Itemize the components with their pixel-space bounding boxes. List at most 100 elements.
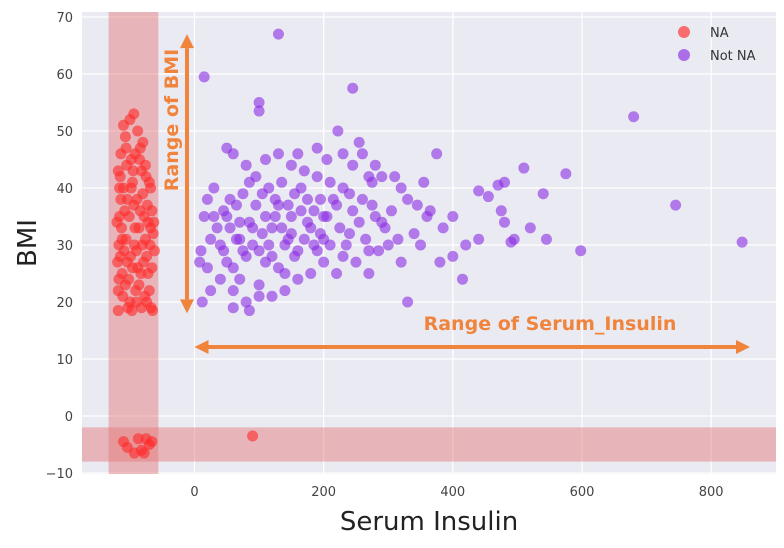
data-point — [350, 256, 362, 268]
data-point — [119, 131, 131, 143]
data-point — [292, 273, 304, 285]
data-point — [282, 199, 294, 211]
data-point — [129, 148, 141, 160]
data-point — [136, 239, 148, 251]
data-point — [247, 430, 259, 442]
data-point — [340, 239, 352, 251]
data-point — [114, 171, 126, 183]
data-point — [276, 222, 288, 234]
tick-labels: 0 200 400 600 800 −10 0 10 20 30 40 50 60 70 — [46, 11, 724, 500]
data-point — [224, 222, 236, 234]
data-point — [363, 245, 375, 257]
data-point — [343, 188, 355, 200]
data-point — [145, 222, 157, 234]
data-point — [114, 182, 126, 194]
data-point — [240, 296, 252, 308]
data-point — [376, 171, 388, 183]
data-point — [295, 182, 307, 194]
data-point — [495, 205, 507, 217]
data-point — [146, 436, 158, 448]
data-point — [112, 256, 124, 268]
data-point — [314, 193, 326, 205]
y-tick-label: −10 — [46, 467, 73, 482]
data-point — [318, 211, 330, 222]
data-point — [366, 176, 378, 188]
data-point — [240, 159, 252, 171]
data-point — [260, 211, 272, 222]
data-point — [311, 245, 323, 257]
data-point — [135, 268, 147, 279]
data-point — [431, 148, 443, 160]
data-point — [524, 222, 536, 234]
x-tick-label: 200 — [311, 485, 336, 500]
data-point — [208, 182, 220, 194]
data-point — [243, 305, 255, 317]
data-point — [402, 193, 414, 205]
insulin-range-label: Range of Serum_Insulin — [424, 313, 677, 335]
data-point — [111, 216, 123, 228]
insulin-range-arrow — [194, 340, 750, 354]
data-point — [347, 205, 359, 217]
data-point — [395, 182, 407, 194]
data-point — [195, 245, 207, 257]
data-point — [144, 239, 156, 251]
data-point — [305, 268, 317, 279]
data-point — [227, 148, 239, 160]
y-tick-label: 0 — [65, 410, 73, 425]
data-point — [347, 82, 359, 94]
data-point — [272, 199, 284, 211]
data-point — [121, 193, 133, 205]
series-not-na — [194, 28, 748, 317]
data-point — [334, 222, 346, 234]
data-point — [116, 233, 128, 245]
data-point — [498, 216, 510, 228]
data-point — [447, 250, 459, 262]
data-point — [736, 236, 748, 248]
data-point — [356, 193, 368, 205]
data-point — [247, 222, 259, 234]
data-point — [137, 256, 149, 268]
data-point — [147, 305, 159, 317]
data-point — [305, 222, 317, 234]
data-point — [134, 205, 146, 217]
data-point — [285, 159, 297, 171]
data-point — [208, 211, 220, 222]
data-points — [111, 28, 748, 459]
data-point — [214, 273, 226, 285]
data-point — [292, 245, 304, 257]
data-point — [505, 236, 517, 248]
data-point — [366, 199, 378, 211]
data-point — [424, 205, 436, 217]
data-point — [298, 233, 310, 245]
data-point — [276, 176, 288, 188]
data-point — [408, 228, 420, 240]
data-point — [198, 71, 210, 83]
data-point — [250, 199, 262, 211]
data-point — [311, 171, 323, 183]
data-point — [211, 222, 223, 234]
data-point — [331, 268, 343, 279]
legend: NA Not NA — [678, 26, 756, 64]
y-tick-label: 70 — [56, 11, 73, 26]
data-point — [227, 302, 239, 314]
data-point — [473, 233, 485, 245]
data-point — [112, 305, 124, 317]
data-point — [237, 188, 249, 200]
data-point — [125, 250, 137, 262]
data-point — [272, 148, 284, 160]
data-point — [540, 233, 552, 245]
data-point — [575, 245, 587, 257]
data-point — [253, 245, 265, 257]
data-point — [119, 279, 131, 291]
data-point — [120, 142, 132, 154]
data-point — [234, 273, 246, 285]
data-point — [137, 136, 149, 148]
data-point — [139, 159, 151, 171]
data-point — [132, 125, 144, 137]
data-point — [117, 290, 129, 302]
data-point — [321, 154, 333, 165]
data-point — [128, 239, 140, 251]
y-tick-label: 60 — [56, 68, 73, 83]
x-tick-label: 800 — [699, 485, 724, 500]
